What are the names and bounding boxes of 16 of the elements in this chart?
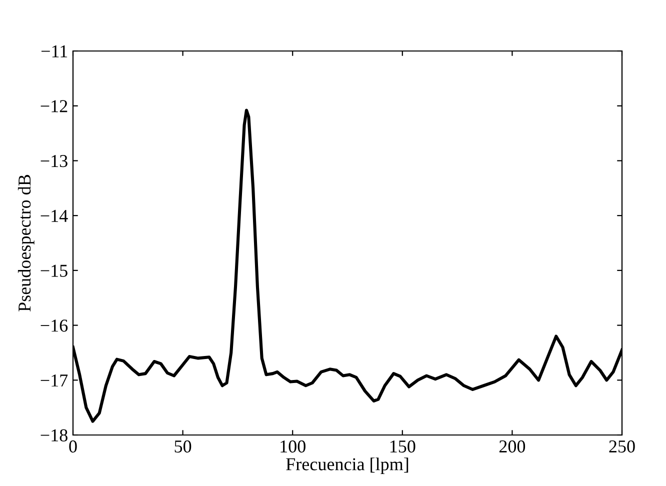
y-tick-label: −12 bbox=[40, 100, 68, 112]
y-tick-label: −14 bbox=[40, 210, 68, 222]
x-tick-label: 100 bbox=[280, 440, 306, 453]
y-axis-title: Pseudoespectro dB bbox=[18, 174, 34, 312]
x-tick-label: 50 bbox=[174, 440, 192, 453]
y-tick-label: −13 bbox=[40, 155, 68, 168]
x-tick-label: 200 bbox=[499, 440, 526, 453]
y-tick-label: −15 bbox=[40, 264, 68, 277]
x-axis-title: Frecuencia [lpm] bbox=[286, 458, 408, 474]
y-tick-label: −17 bbox=[40, 374, 68, 386]
y-tick-label: −11 bbox=[41, 45, 68, 58]
y-tick-label: −18 bbox=[40, 429, 68, 442]
y-tick-label: −16 bbox=[40, 320, 68, 332]
x-tick-label: 250 bbox=[609, 440, 635, 453]
x-tick-label: 150 bbox=[390, 440, 416, 453]
x-tick-label: 0 bbox=[69, 440, 77, 453]
